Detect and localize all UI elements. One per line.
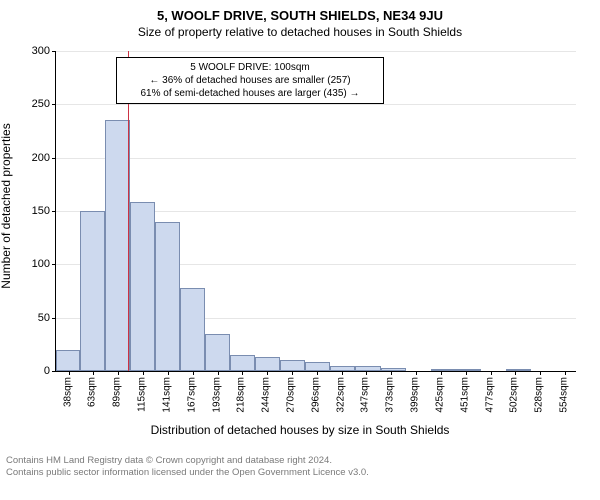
x-tick-mark bbox=[118, 371, 119, 375]
annotation-line3: 61% of semi-detached houses are larger (… bbox=[123, 87, 377, 100]
y-tick-label: 0 bbox=[0, 365, 50, 377]
histogram-bar bbox=[506, 369, 531, 371]
chart-title-main: 5, WOOLF DRIVE, SOUTH SHIELDS, NE34 9JU bbox=[0, 0, 600, 23]
x-tick-label: 141sqm bbox=[161, 377, 172, 413]
x-tick-mark bbox=[466, 371, 467, 375]
gridline bbox=[56, 158, 576, 159]
x-tick-mark bbox=[342, 371, 343, 375]
histogram-bar bbox=[355, 366, 380, 371]
x-tick-label: 89sqm bbox=[111, 377, 122, 407]
histogram-bar bbox=[105, 120, 130, 371]
x-tick-label: 218sqm bbox=[235, 377, 246, 413]
x-tick-mark bbox=[218, 371, 219, 375]
gridline bbox=[56, 51, 576, 52]
x-tick-label: 451sqm bbox=[460, 377, 471, 413]
x-tick-mark bbox=[565, 371, 566, 375]
y-tick-label: 200 bbox=[0, 152, 50, 164]
y-tick-mark bbox=[52, 51, 56, 52]
x-tick-label: 528sqm bbox=[534, 377, 545, 413]
x-tick-label: 554sqm bbox=[559, 377, 570, 413]
annotation-box: 5 WOOLF DRIVE: 100sqm ← 36% of detached … bbox=[116, 57, 384, 104]
x-tick-label: 193sqm bbox=[211, 377, 222, 413]
x-tick-mark bbox=[366, 371, 367, 375]
gridline bbox=[56, 104, 576, 105]
annotation-line2: ← 36% of detached houses are smaller (25… bbox=[123, 74, 377, 87]
histogram-bar bbox=[56, 350, 80, 371]
chart-container: Number of detached properties 0501001502… bbox=[0, 41, 600, 451]
histogram-bar bbox=[255, 357, 280, 371]
footer-line2: Contains public sector information licen… bbox=[6, 467, 594, 479]
x-tick-label: 38sqm bbox=[62, 377, 73, 407]
y-tick-mark bbox=[52, 264, 56, 265]
histogram-bar bbox=[205, 334, 230, 371]
y-tick-label: 50 bbox=[0, 312, 50, 324]
histogram-bar bbox=[305, 362, 330, 371]
x-tick-mark bbox=[93, 371, 94, 375]
x-tick-mark bbox=[416, 371, 417, 375]
y-tick-label: 100 bbox=[0, 258, 50, 270]
x-tick-mark bbox=[515, 371, 516, 375]
x-tick-mark bbox=[391, 371, 392, 375]
x-tick-label: 477sqm bbox=[485, 377, 496, 413]
y-tick-label: 300 bbox=[0, 45, 50, 57]
x-tick-mark bbox=[441, 371, 442, 375]
x-tick-label: 399sqm bbox=[410, 377, 421, 413]
histogram-bar bbox=[80, 211, 105, 371]
x-tick-mark bbox=[143, 371, 144, 375]
x-tick-mark bbox=[317, 371, 318, 375]
chart-title-sub: Size of property relative to detached ho… bbox=[0, 23, 600, 41]
histogram-bar bbox=[431, 369, 456, 371]
x-tick-label: 502sqm bbox=[509, 377, 520, 413]
x-tick-mark bbox=[69, 371, 70, 375]
annotation-line1: 5 WOOLF DRIVE: 100sqm bbox=[123, 61, 377, 74]
x-axis-label: Distribution of detached houses by size … bbox=[0, 423, 600, 437]
y-tick-mark bbox=[52, 104, 56, 105]
footer-line1: Contains HM Land Registry data © Crown c… bbox=[6, 455, 594, 467]
histogram-bar bbox=[230, 355, 255, 371]
x-tick-mark bbox=[168, 371, 169, 375]
x-tick-mark bbox=[491, 371, 492, 375]
histogram-bar bbox=[381, 368, 406, 371]
x-tick-label: 322sqm bbox=[336, 377, 347, 413]
histogram-bar bbox=[456, 369, 481, 371]
x-tick-mark bbox=[292, 371, 293, 375]
y-tick-mark bbox=[52, 318, 56, 319]
histogram-bar bbox=[155, 222, 180, 371]
footer: Contains HM Land Registry data © Crown c… bbox=[0, 451, 600, 480]
x-tick-label: 244sqm bbox=[260, 377, 271, 413]
y-tick-mark bbox=[52, 158, 56, 159]
x-tick-label: 270sqm bbox=[285, 377, 296, 413]
histogram-bar bbox=[280, 360, 305, 371]
x-tick-label: 63sqm bbox=[86, 377, 97, 407]
y-tick-label: 150 bbox=[0, 205, 50, 217]
x-tick-label: 296sqm bbox=[310, 377, 321, 413]
y-tick-mark bbox=[52, 371, 56, 372]
x-tick-mark bbox=[242, 371, 243, 375]
x-tick-label: 347sqm bbox=[360, 377, 371, 413]
y-tick-label: 250 bbox=[0, 98, 50, 110]
y-tick-mark bbox=[52, 211, 56, 212]
x-tick-label: 115sqm bbox=[136, 377, 147, 412]
x-tick-mark bbox=[193, 371, 194, 375]
x-tick-mark bbox=[267, 371, 268, 375]
x-tick-label: 425sqm bbox=[435, 377, 446, 413]
histogram-bar bbox=[130, 202, 155, 371]
x-tick-label: 373sqm bbox=[385, 377, 396, 413]
plot-area: 5 WOOLF DRIVE: 100sqm ← 36% of detached … bbox=[55, 51, 576, 372]
x-tick-mark bbox=[540, 371, 541, 375]
x-tick-label: 167sqm bbox=[186, 377, 197, 413]
histogram-bar bbox=[180, 288, 205, 371]
